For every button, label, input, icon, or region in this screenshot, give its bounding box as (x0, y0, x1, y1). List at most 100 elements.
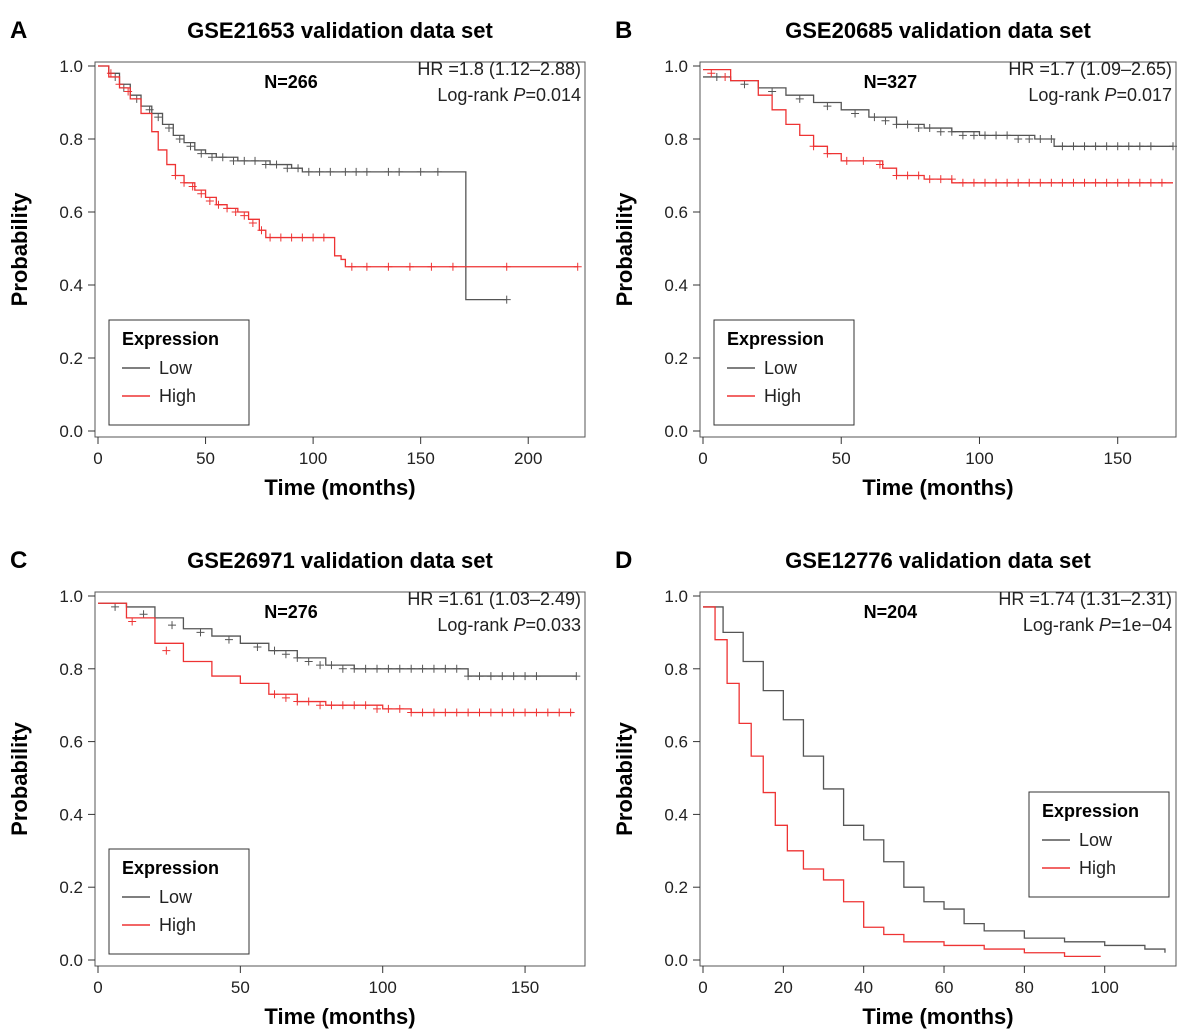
legend-label-high: High (159, 915, 196, 935)
censor-mark (361, 664, 370, 673)
x-tick-label: 60 (935, 978, 954, 997)
y-tick-label: 0.2 (59, 878, 83, 897)
y-tick-label: 1.0 (59, 57, 83, 76)
y-tick-label: 0.2 (664, 349, 688, 368)
y-tick-label: 0.4 (59, 805, 83, 824)
hr-label: HR =1.61 (1.03–2.49) (407, 589, 581, 609)
censor-mark (418, 664, 427, 673)
logrank-value: =0.033 (525, 615, 581, 635)
n-label: N=327 (864, 72, 918, 92)
censor-mark (418, 708, 427, 717)
censor-mark (521, 708, 530, 717)
censor-mark (1058, 142, 1067, 151)
censor-mark (914, 124, 923, 133)
censor-mark (352, 167, 361, 176)
censor-mark (362, 262, 371, 271)
censor-mark (272, 160, 281, 169)
censor-mark (214, 200, 223, 209)
y-axis-label: Probability (612, 192, 637, 306)
legend-box (108, 848, 250, 955)
censor-mark (498, 672, 507, 681)
n-label: N=276 (264, 602, 318, 622)
censor-mark (947, 127, 956, 136)
censor-mark (795, 94, 804, 103)
censor-mark (925, 124, 934, 133)
logrank-value: =1e−04 (1111, 615, 1172, 635)
censor-mark (223, 204, 232, 213)
x-axis-label: Time (months) (264, 1004, 415, 1029)
y-tick-label: 0.2 (59, 349, 83, 368)
censor-mark (106, 69, 115, 78)
censor-mark (416, 167, 425, 176)
legend-title: Expression (122, 858, 219, 878)
censor-mark (294, 164, 303, 173)
censor-mark (197, 189, 206, 198)
logrank-p-symbol: P (1104, 85, 1116, 105)
censor-mark (740, 80, 749, 89)
censor-mark (1146, 142, 1155, 151)
censor-mark (373, 704, 382, 713)
censor-mark (452, 664, 461, 673)
plot-frame (94, 591, 586, 967)
censor-mark (498, 708, 507, 717)
censor-mark (407, 708, 416, 717)
censor-mark (253, 642, 262, 651)
censor-mark (175, 135, 184, 143)
censor-mark (981, 131, 989, 140)
x-tick-label: 20 (774, 978, 793, 997)
logrank-prefix: Log-rank (437, 85, 513, 105)
censor-mark (992, 131, 1001, 140)
censor-mark (521, 672, 530, 681)
censor-mark (186, 142, 195, 151)
series-line-high (98, 65, 578, 268)
y-axis-label: Probability (612, 721, 637, 835)
hr-label: HR =1.74 (1.31–2.31) (998, 589, 1172, 609)
censor-mark (115, 80, 124, 89)
censor-mark (823, 149, 832, 158)
censor-mark (566, 708, 575, 717)
censor-mark (1025, 178, 1034, 187)
censor-mark (362, 167, 371, 176)
censor-mark (229, 156, 238, 165)
legend-box (713, 319, 855, 426)
y-tick-label: 0.8 (664, 130, 688, 149)
censor-mark (992, 178, 1001, 187)
censor-mark (304, 657, 313, 666)
legend: Expression Low High (108, 848, 250, 955)
censor-mark (1124, 178, 1133, 187)
censor-mark (1036, 135, 1045, 143)
y-tick-label: 0.2 (664, 878, 688, 897)
censor-mark (509, 708, 518, 717)
legend-label-low: Low (764, 358, 798, 378)
x-tick-label: 80 (1015, 978, 1034, 997)
censor-mark (981, 178, 989, 187)
censor-mark (532, 672, 541, 681)
censor-mark (384, 262, 393, 271)
censor-mark (875, 160, 884, 169)
censor-mark (1080, 142, 1089, 151)
censor-mark (1091, 142, 1100, 151)
legend-box (108, 319, 250, 426)
y-axis-label: Probability (7, 721, 32, 835)
censor-mark (936, 175, 945, 184)
censor-mark (347, 262, 356, 271)
censor-mark (154, 113, 163, 122)
logrank-p-symbol: P (513, 615, 525, 635)
n-label: N=204 (864, 602, 918, 622)
plot-frame (699, 591, 1177, 967)
x-tick-label: 50 (196, 449, 215, 468)
censor-mark (257, 226, 266, 235)
censor-mark (1003, 131, 1012, 140)
censor-mark (1047, 135, 1056, 143)
plot-frame (699, 61, 1177, 438)
censor-mark (180, 178, 189, 187)
y-tick-label: 0.4 (664, 276, 688, 295)
y-tick-label: 1.0 (59, 587, 83, 606)
censor-mark (429, 664, 438, 673)
y-tick-label: 0.0 (59, 951, 83, 970)
y-tick-label: 0.4 (59, 276, 83, 295)
censor-mark (925, 175, 934, 184)
censor-mark (384, 664, 393, 673)
censor-mark (809, 142, 818, 151)
censor-mark (947, 175, 956, 184)
